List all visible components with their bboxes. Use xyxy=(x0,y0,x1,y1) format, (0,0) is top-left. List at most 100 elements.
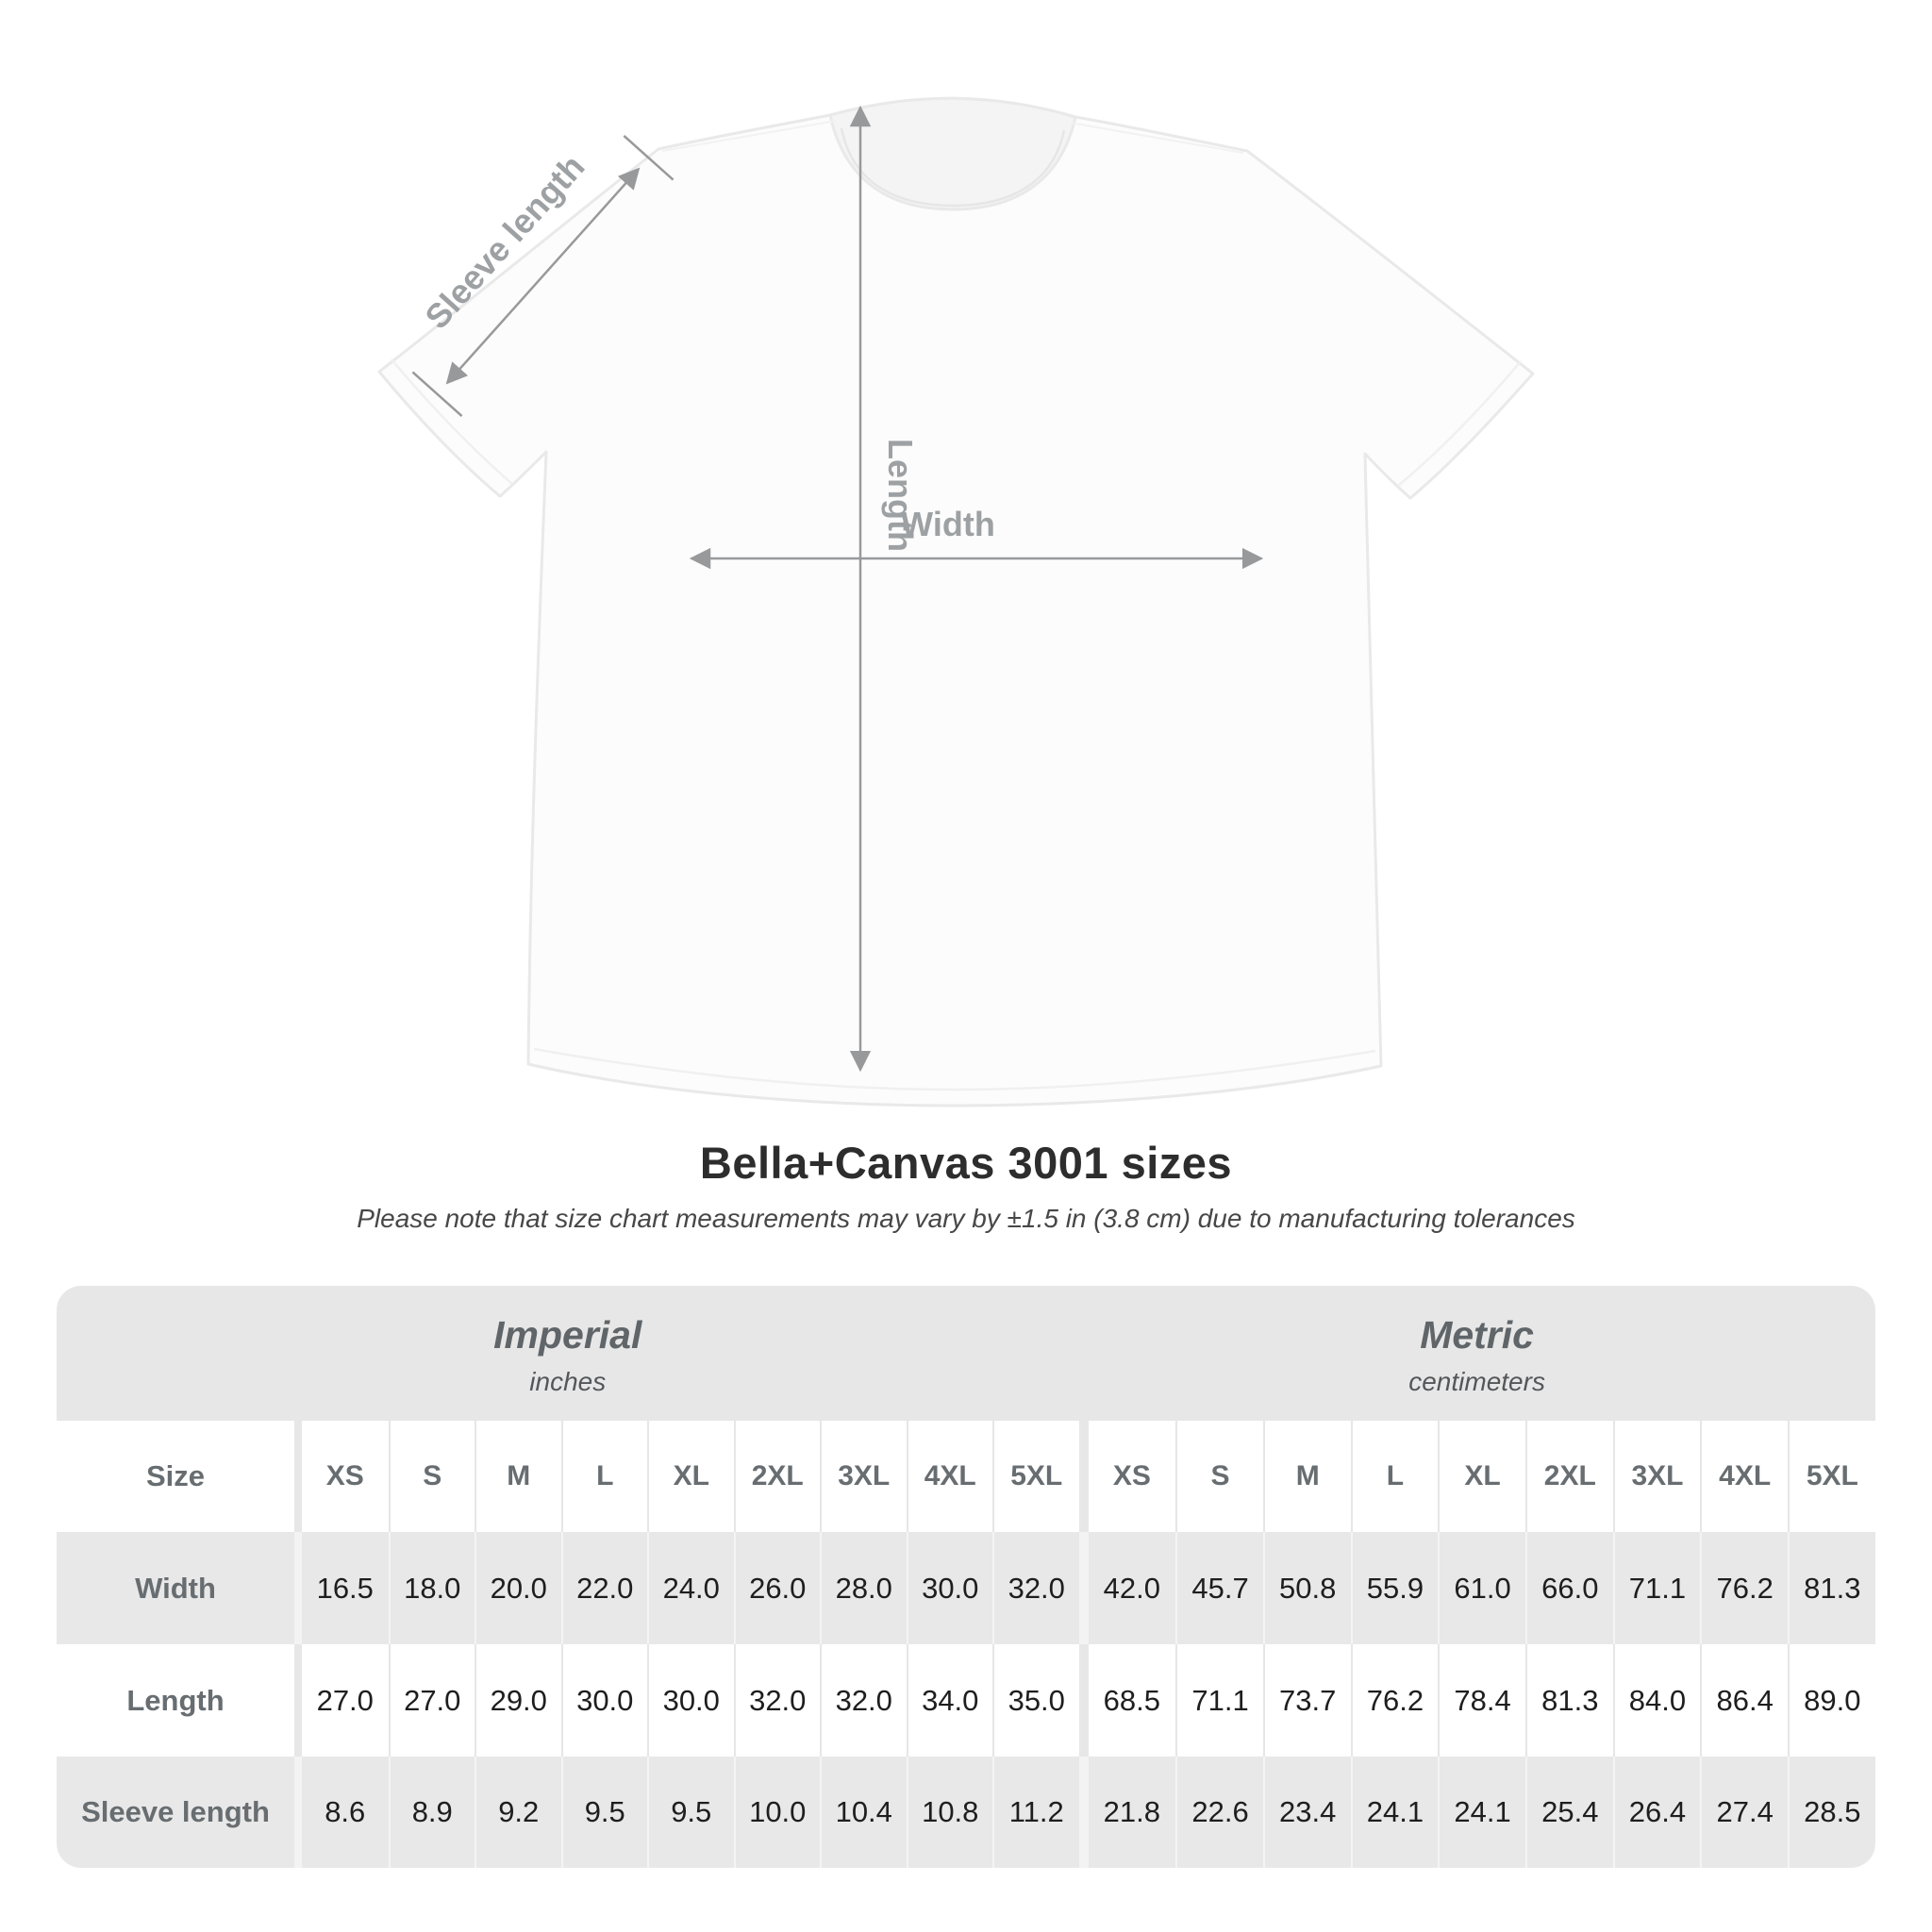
cell-value: 86.4 xyxy=(1700,1644,1788,1757)
cell-value: 11.2 xyxy=(992,1757,1079,1868)
cell-value: 32.0 xyxy=(820,1644,907,1757)
sleeve-length-tick-start xyxy=(411,371,463,418)
cell-value: 22.0 xyxy=(560,1532,647,1644)
cell-value: 27.0 xyxy=(388,1644,475,1757)
length-label: Length xyxy=(881,439,920,552)
cell-value: 24.0 xyxy=(647,1532,734,1644)
tshirt-hem-seam xyxy=(533,1047,1376,1091)
size-col-header: XS xyxy=(1088,1421,1176,1532)
tshirt-left-shoulder-seam xyxy=(661,120,837,152)
size-col-header: 2XL xyxy=(733,1421,820,1532)
cell-value: 66.0 xyxy=(1524,1532,1613,1644)
size-col-header: 3XL xyxy=(1612,1421,1701,1532)
sleeve-length-arrow xyxy=(445,167,641,385)
cell-value: 27.0 xyxy=(302,1644,389,1757)
tshirt-right-cuff-seam xyxy=(1397,360,1522,487)
cell-value: 30.0 xyxy=(906,1532,992,1644)
tshirt-left-cuff-seam xyxy=(391,358,513,485)
page-title: Bella+Canvas 3001 sizes xyxy=(699,1138,1233,1188)
size-col-header: 4XL xyxy=(906,1421,992,1532)
size-col-header: 3XL xyxy=(820,1421,907,1532)
imperial-unit: inches xyxy=(529,1367,607,1396)
cell-value: 10.0 xyxy=(733,1757,820,1868)
column-gutter xyxy=(294,1644,302,1757)
cell-value: 28.0 xyxy=(820,1532,907,1644)
cell-value: 18.0 xyxy=(388,1532,475,1644)
size-col-header: 4XL xyxy=(1700,1421,1788,1532)
size-col-header: M xyxy=(1262,1421,1351,1532)
cell-value: 89.0 xyxy=(1788,1644,1875,1757)
imperial-label: Imperial xyxy=(493,1313,642,1357)
column-gutter xyxy=(294,1532,302,1644)
size-col-header: L xyxy=(1350,1421,1439,1532)
metric-group-header: Metric centimeters xyxy=(1078,1286,1875,1421)
cell-value: 30.0 xyxy=(560,1644,647,1757)
cell-value: 30.0 xyxy=(647,1644,734,1757)
cell-value: 20.0 xyxy=(475,1532,561,1644)
size-col-header: 5XL xyxy=(992,1421,1079,1532)
row-label-length: Length xyxy=(57,1644,294,1757)
cell-value: 32.0 xyxy=(733,1644,820,1757)
size-col-header: XL xyxy=(1438,1421,1525,1532)
cell-value: 71.1 xyxy=(1612,1532,1701,1644)
cell-value: 61.0 xyxy=(1438,1532,1525,1644)
row-label-sleeve-length: Sleeve length xyxy=(57,1757,294,1868)
sleeve-length-tick-end xyxy=(623,134,675,181)
width-label: Width xyxy=(901,505,995,543)
size-col-header: L xyxy=(560,1421,647,1532)
column-gutter xyxy=(294,1421,302,1532)
cell-value: 10.8 xyxy=(906,1757,992,1868)
cell-value: 9.2 xyxy=(475,1757,561,1868)
cell-value: 22.6 xyxy=(1175,1757,1263,1868)
cell-value: 24.1 xyxy=(1438,1757,1525,1868)
imperial-group-header: Imperial inches xyxy=(57,1286,1079,1421)
cell-value: 28.5 xyxy=(1788,1757,1875,1868)
group-gutter xyxy=(1078,1644,1089,1757)
cell-value: 73.7 xyxy=(1262,1644,1351,1757)
size-col-header: 5XL xyxy=(1788,1421,1875,1532)
cell-value: 45.7 xyxy=(1175,1532,1263,1644)
cell-value: 34.0 xyxy=(906,1644,992,1757)
tshirt-body-graphic xyxy=(377,96,1535,1108)
cell-value: 81.3 xyxy=(1788,1532,1875,1644)
cell-value: 23.4 xyxy=(1262,1757,1351,1868)
group-gutter xyxy=(1078,1421,1089,1532)
size-col-header: M xyxy=(475,1421,561,1532)
cell-value: 50.8 xyxy=(1262,1532,1351,1644)
cell-value: 24.1 xyxy=(1350,1757,1439,1868)
metric-unit: centimeters xyxy=(1408,1367,1545,1396)
cell-value: 26.0 xyxy=(733,1532,820,1644)
cell-value: 16.5 xyxy=(302,1532,389,1644)
tolerance-note: Please note that size chart measurements… xyxy=(357,1204,1575,1233)
cell-value: 55.9 xyxy=(1350,1532,1439,1644)
cell-value: 8.6 xyxy=(302,1757,389,1868)
size-corner-label: Size xyxy=(57,1421,294,1532)
tshirt-right-shoulder-seam xyxy=(1069,122,1244,154)
group-gutter xyxy=(1078,1757,1089,1868)
size-col-header: S xyxy=(1175,1421,1263,1532)
tshirt-collar-graphic xyxy=(828,96,1077,211)
cell-value: 35.0 xyxy=(992,1644,1079,1757)
cell-value: 27.4 xyxy=(1700,1757,1788,1868)
cell-value: 25.4 xyxy=(1524,1757,1613,1868)
cell-value: 68.5 xyxy=(1088,1644,1176,1757)
size-col-header: S xyxy=(388,1421,475,1532)
size-table: Imperial inches Metric centimeters Size … xyxy=(57,1286,1875,1868)
cell-value: 26.4 xyxy=(1612,1757,1701,1868)
cell-value: 71.1 xyxy=(1175,1644,1263,1757)
cell-value: 81.3 xyxy=(1524,1644,1613,1757)
cell-value: 78.4 xyxy=(1438,1644,1525,1757)
cell-value: 76.2 xyxy=(1700,1532,1788,1644)
cell-value: 9.5 xyxy=(647,1757,734,1868)
tshirt-measurement-diagram: Length Width Sleeve length xyxy=(377,96,1535,1108)
cell-value: 29.0 xyxy=(475,1644,561,1757)
cell-value: 10.4 xyxy=(820,1757,907,1868)
row-label-width: Width xyxy=(57,1532,294,1644)
cell-value: 9.5 xyxy=(560,1757,647,1868)
metric-label: Metric xyxy=(1420,1313,1534,1357)
column-gutter xyxy=(294,1757,302,1868)
size-col-header: XL xyxy=(647,1421,734,1532)
cell-value: 76.2 xyxy=(1350,1644,1439,1757)
cell-value: 42.0 xyxy=(1088,1532,1176,1644)
